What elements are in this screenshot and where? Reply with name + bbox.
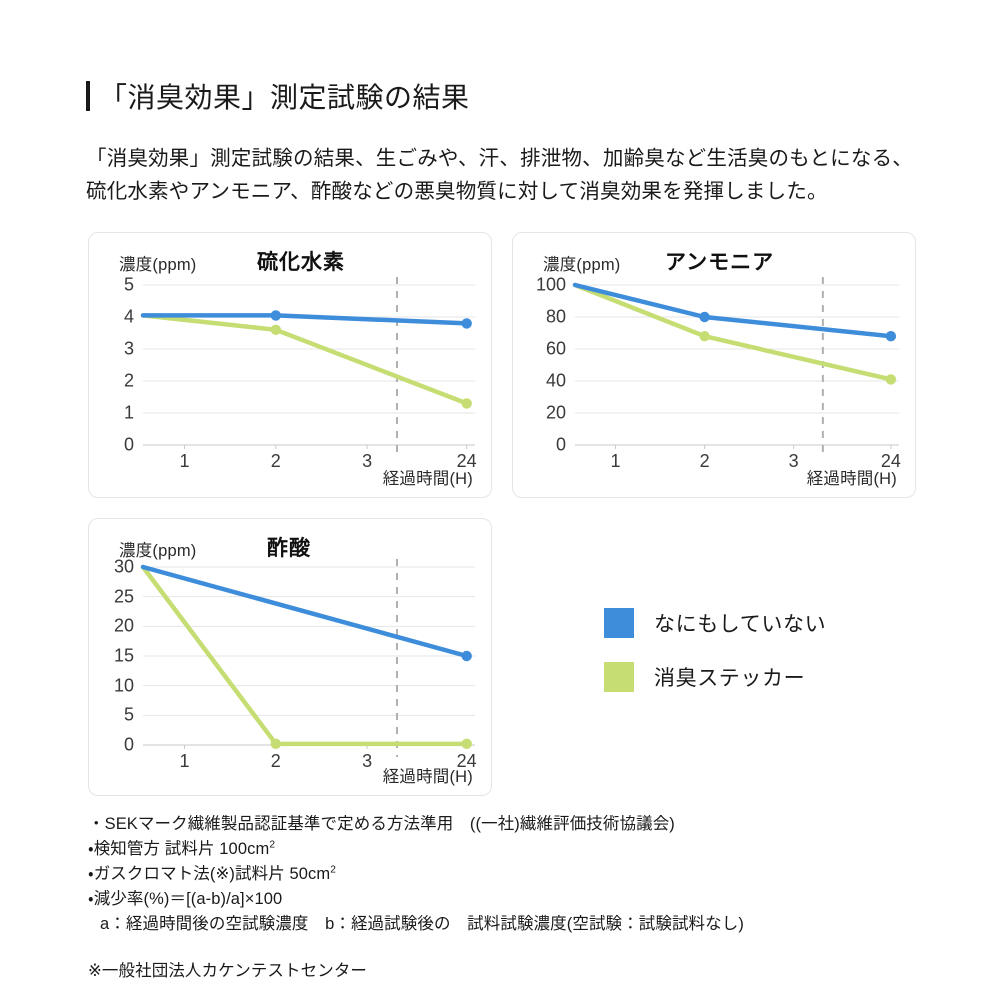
chart-svg-h2s xyxy=(140,277,475,457)
x-tick-label: 24 xyxy=(456,451,477,471)
x-tick-label: 2 xyxy=(270,751,281,771)
series-data-point xyxy=(270,324,281,335)
y-tick-label: 0 xyxy=(555,434,566,455)
chart-title-acetic-acid: 酢酸 xyxy=(267,537,311,560)
y-tick-label: 20 xyxy=(113,615,134,636)
footnotes: ・SEKマーク繊維製品認証基準で定める方法準用 ((一社)繊維評価技術協議会) … xyxy=(88,812,744,984)
x-axis-caption: 経過時間(H) xyxy=(806,470,897,488)
y-tick-label: 80 xyxy=(545,306,566,327)
series-data-point xyxy=(699,331,710,342)
plot-area-hydrogen-sulfide: 0 1 2 3 4 5 1 2 3 24 xyxy=(124,275,477,472)
series-data-point xyxy=(270,738,281,750)
series-data-point xyxy=(270,310,281,321)
x-tick-label: 3 xyxy=(788,451,799,471)
series-line xyxy=(572,282,894,339)
footnote-line-4: ・減少率(%)＝[(a-b)/a]×100 xyxy=(88,890,283,909)
lead-line-2: 硫化水素やアンモニア、酢酸などの悪臭物質に対して消臭効果を発揮しました。 xyxy=(86,180,828,204)
series-line xyxy=(140,564,469,659)
x-axis-caption: 経過時間(H) xyxy=(382,470,473,488)
chart-legend: なにもしていない 消臭ステッカー xyxy=(604,608,826,716)
footnote-line-2-sup: 2 xyxy=(269,839,276,851)
x-tick-label: 3 xyxy=(362,451,373,471)
y-tick-label: 4 xyxy=(123,306,134,327)
title-accent-bar xyxy=(86,81,90,111)
series-data-point xyxy=(885,374,897,385)
y-tick-label: 60 xyxy=(545,338,566,359)
chart-card-ammonia: 濃度(ppm) アンモニア 0 20 40 60 80 100 1 2 3 24 経過時間(H) xyxy=(512,232,916,498)
y-tick-label: 40 xyxy=(545,370,566,391)
chart-svg-acid xyxy=(140,559,475,757)
series-data-point xyxy=(461,318,472,329)
y-tick-label: 0 xyxy=(123,734,134,755)
y-tick-label: 0 xyxy=(123,434,134,455)
y-tick-label: 20 xyxy=(545,402,566,423)
chart-title-ammonia: アンモニア xyxy=(665,251,775,274)
footnote-line-1: ・SEKマーク繊維製品認証基準で定める方法準用 ((一社)繊維評価技術協議会) xyxy=(88,815,675,833)
x-tick-label: 1 xyxy=(179,751,190,771)
legend-item-sticker: 消臭ステッカー xyxy=(604,662,826,692)
x-axis-caption: 経過時間(H) xyxy=(382,768,473,786)
legend-swatch-green-icon xyxy=(604,662,634,692)
legend-swatch-blue-icon xyxy=(604,608,634,638)
y-tick-label: 2 xyxy=(123,370,134,391)
y-tick-label: 15 xyxy=(113,645,134,666)
x-tick-label: 24 xyxy=(880,451,901,471)
y-axis-unit-label: 濃度(ppm) xyxy=(543,256,621,274)
x-tick-label: 1 xyxy=(610,451,621,471)
series-line xyxy=(140,564,469,747)
series-data-point xyxy=(461,738,472,750)
y-tick-label: 5 xyxy=(123,704,134,725)
series-data-point xyxy=(461,398,472,409)
chart-svg-nh3 xyxy=(572,277,899,457)
chart-card-hydrogen-sulfide: 濃度(ppm) 硫化水素 0 1 2 3 4 5 1 2 3 24 経過時間(H) xyxy=(88,232,492,498)
y-tick-label: 30 xyxy=(113,556,134,577)
x-tick-label: 3 xyxy=(362,751,373,771)
footnote-line-2-text: ・検知管方 試料片 100cm xyxy=(88,840,270,859)
footnote-line-5: a：経過時間後の空試験濃度 b：経過試験後の 試料試験濃度(空試験：試験試料なし… xyxy=(100,915,744,934)
legend-label-untreated: なにもしていない xyxy=(654,613,827,636)
page-title-text: 「消臭効果」測定試験の結果 xyxy=(99,82,470,113)
footnote-line-2: ・検知管方 試料片 100cm2 xyxy=(88,837,744,862)
series-data-point xyxy=(885,331,897,342)
footnote-line-3-sup: 2 xyxy=(330,864,337,876)
chart-card-acetic-acid: 濃度(ppm) 酢酸 0 5 10 15 20 25 30 1 2 3 24 経過時間(H) xyxy=(88,518,492,796)
y-tick-label: 1 xyxy=(123,402,134,423)
y-axis-unit-label: 濃度(ppm) xyxy=(119,256,197,274)
footnote-source: ※一般社団法人カケンテストセンター xyxy=(88,962,368,981)
y-tick-label: 10 xyxy=(113,675,134,696)
legend-item-untreated: なにもしていない xyxy=(604,608,826,638)
y-tick-label: 5 xyxy=(123,274,134,295)
y-tick-label: 3 xyxy=(123,338,134,359)
chart-title-hydrogen-sulfide: 硫化水素 xyxy=(257,251,345,274)
footnote-line-3-text: ・ガスクロマト法(※)試料片 50cm xyxy=(88,865,331,884)
series-line xyxy=(140,313,469,406)
series-data-point xyxy=(699,311,710,323)
page-title: 「消臭効果」測定試験の結果 xyxy=(86,76,470,116)
plot-area-ammonia: 0 20 40 60 80 100 1 2 3 24 xyxy=(536,275,901,472)
plot-area-acetic-acid: 0 5 10 15 20 25 30 1 2 3 24 xyxy=(114,557,477,772)
lead-line-1: 「消臭効果」測定試験の結果、生ごみや、汗、排泄物、加齢臭など生活臭のもとになる、 xyxy=(86,147,913,170)
legend-label-sticker: 消臭ステッカー xyxy=(654,667,806,690)
x-tick-label: 24 xyxy=(456,751,477,771)
x-tick-label: 1 xyxy=(179,451,190,471)
x-tick-label: 2 xyxy=(699,451,710,471)
footnote-line-3: ・ガスクロマト法(※)試料片 50cm2 xyxy=(88,862,744,887)
series-data-point xyxy=(461,650,472,662)
y-tick-label: 100 xyxy=(535,274,566,295)
y-axis-unit-label: 濃度(ppm) xyxy=(119,542,197,560)
lead-paragraph: 「消臭効果」測定試験の結果、生ごみや、汗、排泄物、加齢臭など生活臭のもとになる、… xyxy=(86,142,966,208)
y-tick-label: 25 xyxy=(113,586,134,607)
x-tick-label: 2 xyxy=(270,451,281,471)
